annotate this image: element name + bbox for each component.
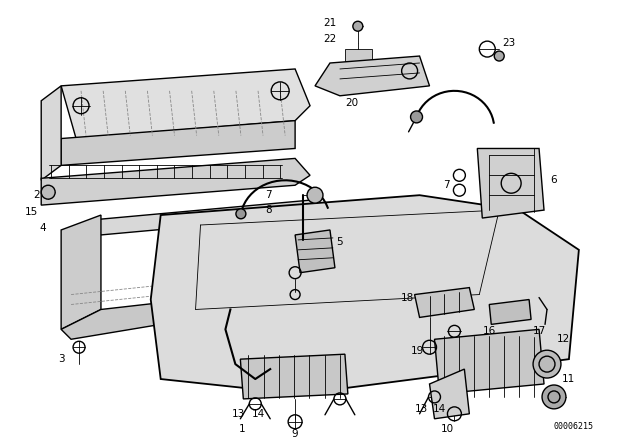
Text: 14: 14 bbox=[433, 404, 446, 414]
Polygon shape bbox=[61, 215, 101, 329]
Circle shape bbox=[307, 187, 323, 203]
Circle shape bbox=[542, 385, 566, 409]
Circle shape bbox=[533, 350, 561, 378]
Text: 8: 8 bbox=[265, 205, 271, 215]
Circle shape bbox=[353, 21, 363, 31]
Polygon shape bbox=[435, 329, 544, 394]
Polygon shape bbox=[61, 69, 310, 138]
Circle shape bbox=[494, 51, 504, 61]
Polygon shape bbox=[415, 288, 474, 318]
Polygon shape bbox=[41, 86, 61, 180]
Circle shape bbox=[411, 111, 422, 123]
Text: 16: 16 bbox=[483, 326, 496, 336]
Text: 1: 1 bbox=[239, 424, 246, 434]
Polygon shape bbox=[489, 300, 531, 324]
Text: 11: 11 bbox=[563, 374, 575, 384]
Text: 5: 5 bbox=[337, 237, 343, 247]
Polygon shape bbox=[477, 148, 544, 218]
Polygon shape bbox=[61, 284, 320, 339]
Text: 00006215: 00006215 bbox=[554, 422, 594, 431]
Text: 17: 17 bbox=[532, 326, 546, 336]
Text: 20: 20 bbox=[346, 98, 358, 108]
Polygon shape bbox=[41, 159, 310, 205]
Polygon shape bbox=[345, 49, 372, 63]
Polygon shape bbox=[295, 230, 335, 273]
Text: 19: 19 bbox=[411, 346, 424, 356]
Text: 4: 4 bbox=[40, 223, 47, 233]
Text: 15: 15 bbox=[24, 207, 38, 217]
Text: 22: 22 bbox=[323, 34, 337, 44]
Text: 14: 14 bbox=[252, 409, 265, 419]
Text: 7: 7 bbox=[443, 180, 450, 190]
Text: 23: 23 bbox=[502, 38, 516, 48]
Text: 12: 12 bbox=[557, 334, 571, 344]
Text: 6: 6 bbox=[550, 175, 557, 185]
Circle shape bbox=[41, 185, 55, 199]
Polygon shape bbox=[151, 195, 579, 394]
Polygon shape bbox=[429, 369, 469, 419]
Polygon shape bbox=[91, 200, 320, 235]
Polygon shape bbox=[241, 354, 348, 399]
Text: 2: 2 bbox=[33, 190, 40, 200]
Circle shape bbox=[236, 209, 246, 219]
Text: 13: 13 bbox=[232, 409, 245, 419]
Text: 21: 21 bbox=[323, 18, 337, 28]
Polygon shape bbox=[315, 56, 429, 96]
Text: 13: 13 bbox=[415, 404, 428, 414]
Text: 18: 18 bbox=[401, 293, 414, 302]
Text: 10: 10 bbox=[441, 424, 454, 434]
Text: 3: 3 bbox=[58, 354, 65, 364]
Text: 9: 9 bbox=[292, 429, 298, 439]
Polygon shape bbox=[61, 121, 295, 165]
Text: 7: 7 bbox=[265, 190, 271, 200]
